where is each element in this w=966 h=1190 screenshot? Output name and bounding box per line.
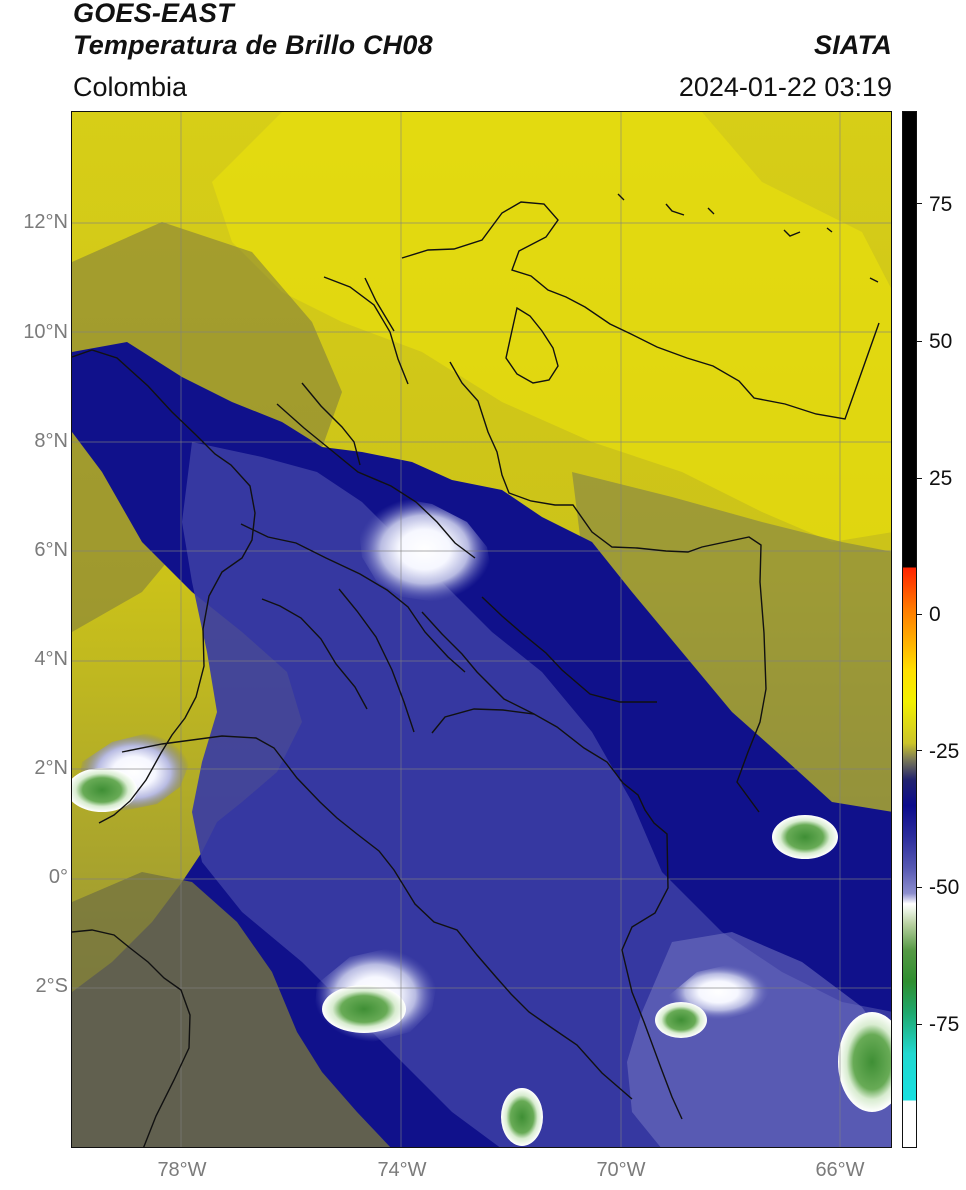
colorbar-label-minus75: -75 <box>929 1013 960 1036</box>
y-axis-label-8n: 8°N <box>34 430 68 452</box>
central-white-core <box>357 497 492 602</box>
right-green-cell <box>838 1012 891 1112</box>
colorbar-tick-minus25 <box>917 750 922 751</box>
brand-label: SIATA <box>814 30 892 60</box>
x-axis-label-70w: 70°W <box>596 1159 646 1181</box>
gridlines <box>72 112 891 1147</box>
colorbar-tick-0 <box>917 614 922 615</box>
title-line-1: GOES-EAST <box>73 0 234 28</box>
boundaries <box>72 193 880 1147</box>
colorbar-label-50: 50 <box>929 330 953 353</box>
colorbar-label-minus25: -25 <box>929 740 960 763</box>
east-green-cell <box>772 815 838 859</box>
y-axis-label-2n: 2°N <box>34 757 68 779</box>
venezuela-coast <box>401 201 880 420</box>
temperature-colorbar <box>902 111 917 1148</box>
lake-maracaibo <box>505 306 559 384</box>
y-axis-label-0: 0° <box>48 866 68 888</box>
internal-boundaries <box>240 276 657 733</box>
region-label: Colombia <box>73 72 188 102</box>
x-axis-label-66w: 66°W <box>815 1159 865 1181</box>
colombia-venezuela-border <box>449 361 767 813</box>
ecuador-coast <box>72 929 191 1147</box>
colorbar-tick-75 <box>917 203 922 204</box>
y-axis-label-2s: 2°S <box>35 975 68 997</box>
colorbar-tick-25 <box>917 478 922 479</box>
y-axis-label-10n: 10°N <box>23 321 68 343</box>
brightness-temperature-map <box>72 112 891 1147</box>
southeast-green-cell <box>655 1002 707 1038</box>
map-frame <box>71 111 892 1148</box>
colorbar-tick-minus75 <box>917 1024 922 1025</box>
y-axis-label-12n: 12°N <box>23 211 68 233</box>
colorbar-label-25: 25 <box>929 467 953 490</box>
colorbar-label-0: 0 <box>929 603 941 626</box>
olive-east-zone <box>572 472 891 872</box>
x-axis-label-78w: 78°W <box>157 1159 207 1181</box>
colorbar-label-75: 75 <box>929 193 953 216</box>
header: GOES-EAST Temperatura de Brillo CH08 SIA… <box>0 0 966 108</box>
colorbar-label-minus50: -50 <box>929 876 960 899</box>
y-axis-label-6n: 6°N <box>34 539 68 561</box>
colombia-peru-border <box>121 735 633 1100</box>
islands-and-details <box>617 193 879 283</box>
west-green-cell <box>72 768 137 812</box>
south-green-cell <box>322 985 406 1033</box>
colombia-brazil-border <box>431 708 683 1120</box>
bottom-green-cell <box>501 1088 543 1146</box>
southwest-olive-zone <box>72 872 391 1147</box>
y-axis-label-4n: 4°N <box>34 648 68 670</box>
colorbar-tick-minus50 <box>917 887 922 888</box>
x-axis-label-74w: 74°W <box>377 1159 427 1181</box>
pacific-coast <box>72 349 256 824</box>
northern-bright-band <box>212 112 891 542</box>
title-line-2: Temperatura de Brillo CH08 <box>73 30 433 60</box>
timestamp-label: 2024-01-22 03:19 <box>678 72 892 102</box>
colorbar-tick-50 <box>917 341 922 342</box>
